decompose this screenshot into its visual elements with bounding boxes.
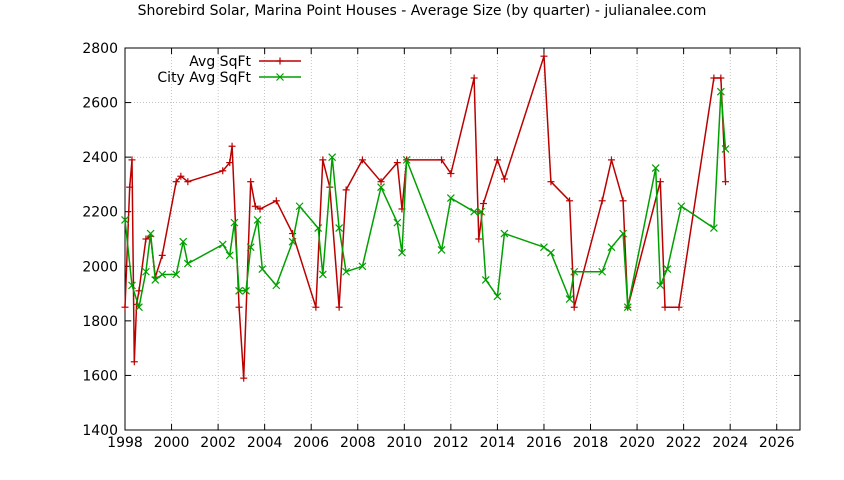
plot-border	[124, 47, 801, 431]
x-tick-label: 2012	[433, 435, 469, 451]
chart-title: Shorebird Solar, Marina Point Houses - A…	[137, 3, 707, 19]
data-point	[358, 262, 367, 271]
data-point	[623, 303, 632, 312]
data-point	[607, 243, 616, 252]
legend-label: City Avg SqFt	[157, 70, 251, 86]
y-tick-label: 2200	[82, 205, 118, 221]
data-point	[446, 194, 455, 202]
data-point	[677, 202, 686, 211]
y-tick-label: 1800	[82, 314, 118, 330]
x-tick-label: 2010	[386, 435, 422, 451]
data-point	[218, 240, 227, 249]
data-point	[437, 245, 446, 254]
data-point	[235, 286, 243, 295]
y-tick-label: 2000	[82, 259, 118, 275]
data-point	[258, 265, 267, 273]
series-0	[121, 52, 730, 382]
data-point	[663, 265, 672, 273]
data-point	[225, 251, 234, 260]
data-point	[716, 87, 725, 96]
data-point	[656, 281, 665, 290]
legend-label: Avg SqFt	[189, 54, 251, 70]
y-tick-label: 1400	[82, 423, 118, 439]
tick-layer: 1998 2000 2002 2004 2006 2008 2010 2012 2014 2016…	[82, 41, 800, 451]
x-tick-label: 1998	[107, 435, 143, 451]
data-point	[183, 259, 192, 268]
data-point	[565, 295, 574, 303]
data-point	[598, 267, 607, 276]
data-point	[342, 267, 351, 276]
series-line	[124, 55, 727, 379]
data-point	[146, 229, 155, 238]
series-layer	[121, 52, 730, 382]
data-point	[242, 286, 250, 295]
data-point	[172, 270, 181, 279]
data-point	[135, 303, 143, 312]
data-point	[121, 215, 129, 224]
data-point	[393, 218, 402, 227]
x-tick-label: 2006	[293, 435, 329, 451]
data-point	[328, 153, 337, 162]
legend-marker	[276, 73, 284, 81]
data-point	[179, 237, 188, 246]
data-point	[272, 281, 281, 290]
y-tick-label: 2600	[82, 96, 118, 112]
data-point	[477, 207, 486, 216]
x-tick-label: 2018	[573, 435, 609, 451]
x-tick-label: 2002	[200, 435, 236, 451]
data-point	[158, 270, 167, 279]
data-point	[619, 229, 628, 238]
data-point	[295, 202, 304, 211]
data-point	[142, 267, 150, 276]
data-point	[540, 243, 548, 252]
data-point	[500, 229, 509, 238]
data-point	[651, 164, 660, 172]
data-point	[377, 183, 385, 192]
data-point	[314, 224, 323, 233]
data-point	[335, 224, 344, 233]
data-point	[493, 292, 502, 301]
data-point	[481, 276, 490, 284]
x-tick-label: 2014	[480, 435, 516, 451]
y-tick-label: 2800	[82, 41, 118, 57]
data-point	[398, 248, 406, 257]
data-point	[570, 267, 579, 276]
x-tick-label: 2026	[759, 435, 795, 451]
data-point	[318, 270, 327, 279]
x-tick-label: 2004	[247, 435, 283, 451]
data-point	[547, 248, 555, 257]
data-point	[246, 243, 255, 252]
data-point	[402, 155, 411, 164]
x-tick-label: 2008	[340, 435, 376, 451]
data-point	[128, 281, 136, 290]
data-point	[709, 224, 718, 233]
data-point	[721, 145, 730, 153]
data-point	[288, 237, 297, 246]
data-point	[253, 215, 262, 224]
grid-layer	[124, 47, 800, 431]
data-point	[151, 276, 160, 284]
x-tick-label: 2020	[619, 435, 655, 451]
x-tick-label: 2000	[154, 435, 190, 451]
data-point	[230, 218, 239, 227]
x-tick-label: 2022	[666, 435, 702, 451]
y-tick-label: 1600	[82, 368, 118, 384]
x-tick-label: 2016	[526, 435, 562, 451]
data-point	[470, 207, 479, 216]
y-tick-label: 2400	[82, 150, 118, 166]
series-1	[121, 87, 730, 312]
x-tick-label: 2024	[712, 435, 748, 451]
